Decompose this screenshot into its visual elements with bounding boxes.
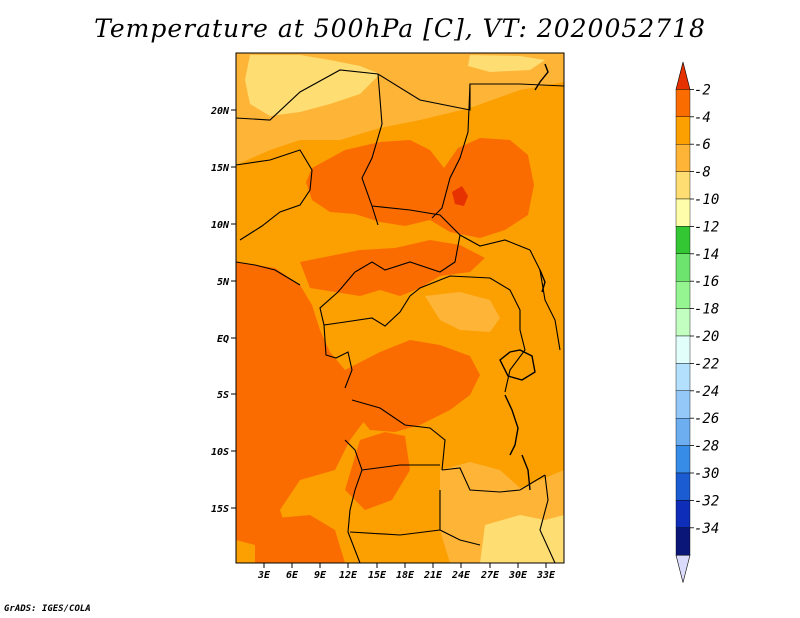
colorbar-segment-3 <box>675 143 691 172</box>
lon-tick-12e: 12E <box>339 563 358 581</box>
lon-tick-21e: 21E <box>423 563 443 581</box>
lat-tick-10n: 10N <box>211 220 236 231</box>
lon-label-6e: 6E <box>286 570 299 581</box>
lon-label-27e: 27E <box>480 570 500 581</box>
lat-label-15n: 15N <box>211 163 230 174</box>
colorbar-segment-13 <box>675 418 691 446</box>
colorbar-label-11: -24 <box>694 384 719 400</box>
lon-tick-27e: 27E <box>480 563 500 581</box>
grads-credit: GrADS: IGES/COLA <box>4 604 91 614</box>
colorbar-label-1: -4 <box>694 110 711 126</box>
colorbar-segment-1 <box>675 89 691 118</box>
lon-tick-3e: 3E <box>257 563 271 581</box>
field-sw-warm <box>255 515 345 563</box>
map-panel <box>236 53 564 563</box>
lakes <box>499 63 549 491</box>
lon-tick-6e: 6E <box>286 563 299 581</box>
lon-label-12e: 12E <box>339 570 358 581</box>
colorbar-segment-6 <box>675 226 691 254</box>
lon-label-18e: 18E <box>396 570 415 581</box>
colorbar-label-0: -2 <box>694 82 711 98</box>
colorbar-segment-17 <box>675 527 691 556</box>
lon-label-15e: 15E <box>368 570 387 581</box>
lon-label-33e: 33E <box>536 570 556 581</box>
lat-label-eq: EQ <box>217 334 229 345</box>
lon-axis: 3E 6E 9E 12E 15E 18E 21E 24E 27E 30E 33E <box>257 563 556 581</box>
colorbar-segment-10 <box>675 335 691 364</box>
colorbar: -2 -4 -6 -8 -10 -12 -14 -16 -18 -20 -22 -24 -26 -28 -3… <box>675 61 719 583</box>
colorbar-label-16: -34 <box>694 521 719 537</box>
colorbar-label-6: -14 <box>694 247 719 263</box>
colorbar-bottom-arrow <box>675 554 691 583</box>
lat-tick-15n: 15N <box>211 163 236 174</box>
lon-tick-15e: 15E <box>368 563 387 581</box>
colorbar-label-14: -30 <box>694 466 719 482</box>
colorbar-label-12: -26 <box>694 411 719 427</box>
lat-label-10n: 10N <box>211 220 230 231</box>
colorbar-segment-7 <box>675 253 691 282</box>
colorbar-label-4: -10 <box>694 192 719 208</box>
field-congo-warm <box>345 340 480 432</box>
lat-tick-15s: 15S <box>211 504 236 515</box>
lon-tick-9e: 9E <box>314 563 327 581</box>
lat-label-10s: 10S <box>211 447 229 458</box>
lon-label-3e: 3E <box>257 570 271 581</box>
field-sahel-warm <box>306 138 534 238</box>
colorbar-label-3: -8 <box>694 165 711 181</box>
colorbar-segment-11 <box>675 363 691 391</box>
field-hot-spot <box>452 186 468 206</box>
lat-label-5s: 5S <box>217 390 229 401</box>
colorbar-label-13: -28 <box>694 439 719 455</box>
lon-tick-18e: 18E <box>396 563 415 581</box>
colorbar-segment-14 <box>675 445 691 474</box>
lat-tick-5s: 5S <box>217 390 236 401</box>
field-north-coolest-2 <box>468 55 545 72</box>
colorbar-segment-2 <box>675 116 691 145</box>
colorbar-label-9: -20 <box>694 329 719 345</box>
colorbar-segment-4 <box>675 171 691 200</box>
lon-tick-24e: 24E <box>451 563 471 581</box>
lat-label-15s: 15S <box>211 504 229 515</box>
colorbar-segment-16 <box>675 500 691 528</box>
lat-label-5n: 5N <box>217 277 230 288</box>
field-angola-warm <box>345 432 410 510</box>
lon-label-9e: 9E <box>314 570 327 581</box>
lat-tick-20n: 20N <box>210 106 236 117</box>
colorbar-segment-15 <box>675 472 691 501</box>
colorbar-top-arrow <box>675 61 691 90</box>
lon-tick-30e: 30E <box>508 563 528 581</box>
lon-label-21e: 21E <box>423 570 443 581</box>
colorbar-segment-12 <box>675 390 691 419</box>
lat-tick-10s: 10S <box>211 447 236 458</box>
map-frame <box>235 52 565 564</box>
chart-title: Temperature at 500hPa [C], VT: 202005271… <box>94 14 706 43</box>
lon-label-30e: 30E <box>508 570 528 581</box>
colorbar-label-2: -6 <box>694 137 711 153</box>
colorbar-label-15: -32 <box>694 493 719 509</box>
lon-tick-33e: 33E <box>536 563 556 581</box>
colorbar-segment-9 <box>675 308 691 337</box>
colorbar-label-10: -22 <box>694 356 719 372</box>
colorbar-label-7: -16 <box>694 274 719 290</box>
colorbar-segment-5 <box>675 198 691 227</box>
lat-tick-eq: EQ <box>217 334 236 345</box>
lat-label-20n: 20N <box>210 106 230 117</box>
field-central-cool <box>425 292 500 332</box>
field-south-coolest <box>480 515 564 563</box>
colorbar-segment-8 <box>675 281 691 309</box>
colorbar-label-5: -12 <box>694 219 719 235</box>
colorbar-label-8: -18 <box>694 302 719 318</box>
lon-label-24e: 24E <box>451 570 471 581</box>
lat-axis: 20N 15N 10N 5N EQ 5S 10S 15S <box>210 106 236 515</box>
country-borders <box>236 69 564 563</box>
field-atlantic-warm <box>236 262 365 545</box>
lat-tick-5n: 5N <box>217 277 236 288</box>
